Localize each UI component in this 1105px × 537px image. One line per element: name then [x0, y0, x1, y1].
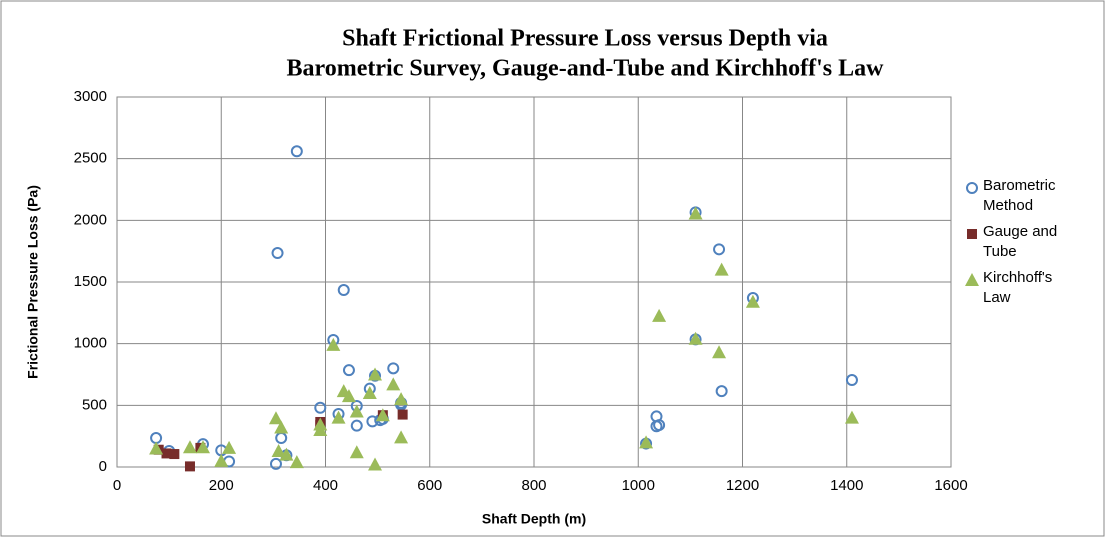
legend: Barometric Method Gauge and Tube Kirchhoff…	[965, 176, 1095, 314]
point	[368, 457, 383, 471]
point	[337, 284, 350, 297]
point	[362, 386, 377, 399]
point	[966, 182, 978, 194]
point	[268, 411, 283, 425]
chart-title: Barometric Survey, Gauge-and-Tube and Ki…	[287, 56, 885, 82]
x-tick-label: 200	[209, 477, 234, 494]
point	[349, 445, 364, 459]
point	[269, 457, 282, 470]
y-tick-label: 1500	[74, 273, 107, 290]
point	[290, 145, 303, 158]
point	[652, 308, 667, 322]
point	[279, 447, 294, 461]
point	[313, 417, 328, 431]
point	[222, 440, 237, 454]
point	[341, 389, 356, 403]
point	[688, 206, 703, 220]
point	[314, 401, 327, 414]
y-tick-label: 2500	[74, 150, 107, 167]
plot-border	[116, 96, 952, 468]
point	[271, 247, 284, 260]
point	[149, 441, 164, 455]
point	[169, 449, 180, 460]
x-tick-label: 400	[313, 477, 338, 494]
point	[271, 443, 286, 457]
point	[397, 409, 408, 420]
point	[182, 440, 197, 454]
x-tick-label: 600	[417, 477, 442, 494]
point	[161, 448, 172, 459]
point	[274, 420, 289, 434]
point	[712, 345, 727, 359]
legend-label: Gauge and Tube	[983, 223, 1058, 260]
point	[967, 229, 977, 239]
point	[331, 410, 346, 424]
x-tick-label: 1600	[934, 477, 967, 494]
point	[289, 455, 304, 469]
y-tick-label: 0	[99, 458, 107, 475]
legend-label: Kirchhoff's Law	[983, 269, 1053, 306]
point	[965, 273, 979, 286]
point	[713, 243, 726, 256]
y-tick-label: 2000	[74, 211, 107, 228]
point	[275, 432, 288, 445]
point	[715, 385, 728, 398]
y-axis-label: Frictional Pressure Loss (Pa)	[25, 185, 41, 379]
point	[386, 377, 401, 391]
point	[326, 337, 341, 351]
x-axis-label: Shaft Depth (m)	[482, 511, 586, 527]
point	[349, 404, 364, 418]
point	[688, 331, 703, 345]
point	[844, 410, 859, 424]
y-tick-label: 3000	[74, 88, 107, 105]
legend-label: Barometric Method	[983, 177, 1056, 214]
point	[394, 392, 409, 406]
legend-icon	[967, 229, 977, 239]
legend-icon	[965, 273, 979, 286]
x-tick-label: 0	[113, 477, 121, 494]
point	[375, 408, 390, 422]
point	[214, 453, 229, 467]
x-tick-label: 800	[521, 477, 546, 494]
point	[387, 362, 400, 375]
chart-title: Shaft Frictional Pressure Loss versus De…	[342, 26, 828, 52]
point	[845, 374, 858, 387]
point	[639, 435, 654, 449]
legend-item: Gauge and Tube	[965, 222, 1068, 262]
point	[714, 262, 729, 276]
point	[653, 419, 666, 432]
legend-item: Barometric Method	[965, 176, 1068, 216]
point	[342, 364, 355, 377]
x-tick-label: 1000	[622, 477, 655, 494]
x-tick-label: 1200	[726, 477, 759, 494]
point	[745, 294, 760, 308]
legend-icon	[966, 182, 978, 194]
point	[350, 419, 363, 432]
y-tick-label: 500	[82, 396, 107, 413]
point	[368, 367, 383, 381]
legend-item: Kirchhoff's Law	[965, 268, 1068, 308]
y-tick-label: 1000	[74, 335, 107, 352]
point	[184, 461, 195, 472]
point	[394, 430, 409, 444]
x-tick-label: 1400	[830, 477, 863, 494]
point	[196, 440, 211, 454]
